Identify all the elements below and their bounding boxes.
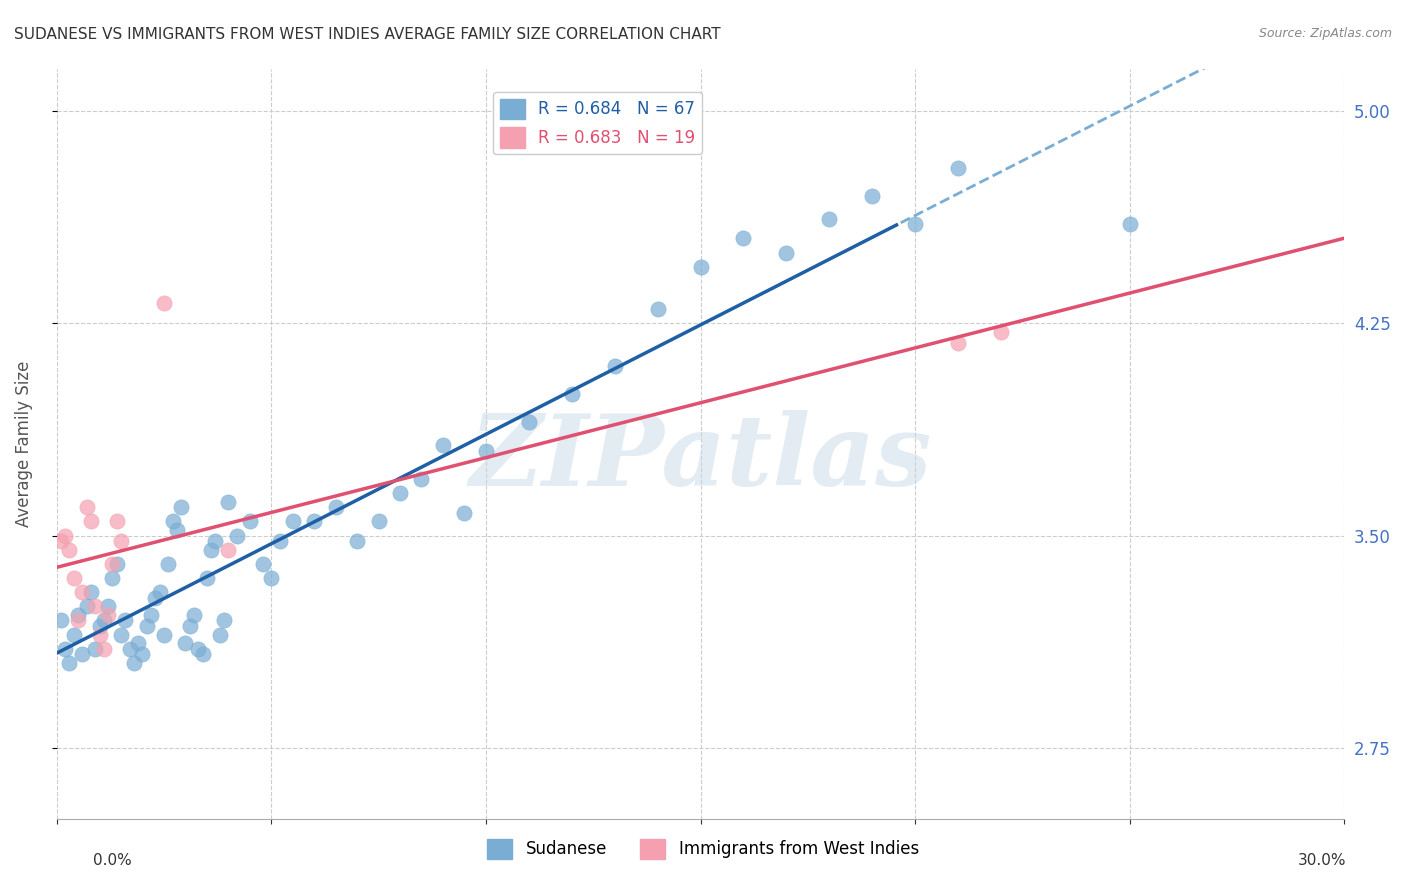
Point <box>200 542 222 557</box>
Point <box>208 627 231 641</box>
Point <box>93 614 115 628</box>
Point <box>49 614 72 628</box>
Point <box>49 534 72 549</box>
Point <box>67 607 90 622</box>
Point <box>80 585 103 599</box>
Point <box>517 415 540 429</box>
Point <box>346 534 368 549</box>
Point <box>58 542 80 557</box>
Point <box>62 571 84 585</box>
Point <box>127 636 149 650</box>
Point <box>1119 217 1142 231</box>
Point <box>153 627 176 641</box>
Text: SUDANESE VS IMMIGRANTS FROM WEST INDIES AVERAGE FAMILY SIZE CORRELATION CHART: SUDANESE VS IMMIGRANTS FROM WEST INDIES … <box>14 27 721 42</box>
Point <box>217 494 239 508</box>
Point <box>105 557 128 571</box>
Point <box>281 515 304 529</box>
Point <box>183 607 205 622</box>
Point <box>818 211 841 226</box>
Point <box>904 217 927 231</box>
Point <box>733 231 755 245</box>
Point <box>269 534 291 549</box>
Point <box>110 534 132 549</box>
Point <box>118 641 141 656</box>
Point <box>252 557 274 571</box>
Point <box>166 523 188 537</box>
Point <box>860 189 883 203</box>
Point <box>149 585 172 599</box>
Point <box>225 528 247 542</box>
Text: 0.0%: 0.0% <box>93 854 132 868</box>
Point <box>97 607 120 622</box>
Point <box>367 515 389 529</box>
Point <box>135 619 157 633</box>
Point <box>101 571 124 585</box>
Point <box>946 336 969 351</box>
Point <box>157 557 180 571</box>
Point <box>217 542 239 557</box>
Y-axis label: Average Family Size: Average Family Size <box>15 360 32 527</box>
Point <box>76 500 98 515</box>
Point <box>143 591 166 605</box>
Point <box>775 245 797 260</box>
Point <box>432 438 454 452</box>
Point <box>179 619 201 633</box>
Point <box>101 557 124 571</box>
Point <box>89 627 111 641</box>
Point <box>53 641 76 656</box>
Point <box>80 515 103 529</box>
Point <box>191 648 214 662</box>
Legend: Sudanese, Immigrants from West Indies: Sudanese, Immigrants from West Indies <box>481 832 925 866</box>
Point <box>174 636 197 650</box>
Point <box>67 614 90 628</box>
Point <box>411 472 433 486</box>
Point <box>84 641 107 656</box>
Point <box>946 161 969 175</box>
Point <box>110 627 132 641</box>
Point <box>76 599 98 614</box>
Point <box>195 571 218 585</box>
Point <box>689 260 711 274</box>
Point <box>302 515 325 529</box>
Point <box>93 641 115 656</box>
Legend: R = 0.684   N = 67, R = 0.683   N = 19: R = 0.684 N = 67, R = 0.683 N = 19 <box>494 92 702 154</box>
Point <box>325 500 347 515</box>
Point <box>990 325 1012 339</box>
Point <box>647 302 669 317</box>
Point <box>53 528 76 542</box>
Point <box>603 359 626 373</box>
Point <box>114 614 136 628</box>
Point <box>162 515 184 529</box>
Point <box>260 571 283 585</box>
Text: ZIPatlas: ZIPatlas <box>470 410 932 507</box>
Point <box>72 585 94 599</box>
Point <box>204 534 226 549</box>
Point <box>170 500 193 515</box>
Point <box>475 443 498 458</box>
Point <box>187 641 209 656</box>
Point <box>58 656 80 670</box>
Text: 30.0%: 30.0% <box>1298 854 1346 868</box>
Point <box>453 506 475 520</box>
Text: Source: ZipAtlas.com: Source: ZipAtlas.com <box>1258 27 1392 40</box>
Point <box>97 599 120 614</box>
Point <box>131 648 153 662</box>
Point <box>561 387 583 401</box>
Point <box>389 486 412 500</box>
Point <box>153 296 176 310</box>
Point <box>105 515 128 529</box>
Point <box>89 619 111 633</box>
Point <box>84 599 107 614</box>
Point <box>122 656 145 670</box>
Point <box>139 607 162 622</box>
Point <box>62 627 84 641</box>
Point <box>239 515 262 529</box>
Point <box>212 614 235 628</box>
Point <box>72 648 94 662</box>
